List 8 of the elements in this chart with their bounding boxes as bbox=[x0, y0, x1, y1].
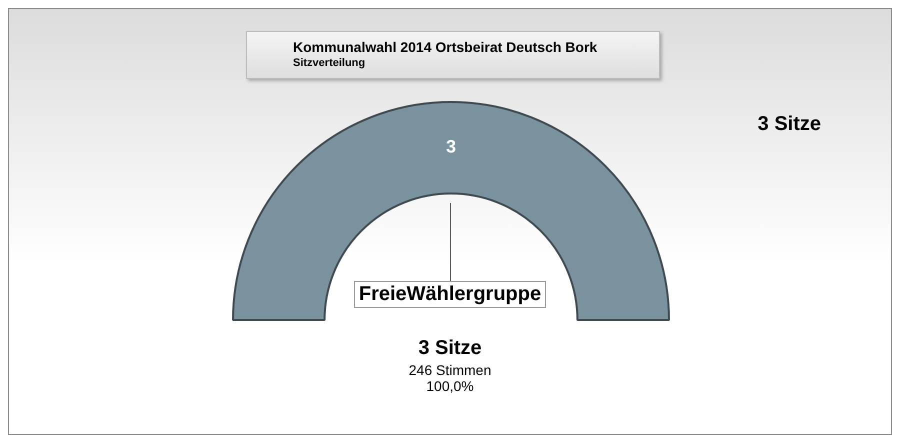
text: 246 Stimmen bbox=[408, 362, 492, 378]
text: 3 Sitze bbox=[417, 337, 483, 360]
chart-subtitle: Sitzverteilung bbox=[293, 57, 366, 69]
chart-title: Kommunalwahl 2014 Ortsbeirat Deutsch Bork bbox=[293, 39, 598, 55]
text: 100,0% bbox=[425, 378, 475, 394]
text: 3 Sitze bbox=[758, 113, 821, 136]
data-label: 3 bbox=[446, 136, 456, 157]
slice-label: FreieWählergruppe bbox=[354, 281, 546, 308]
